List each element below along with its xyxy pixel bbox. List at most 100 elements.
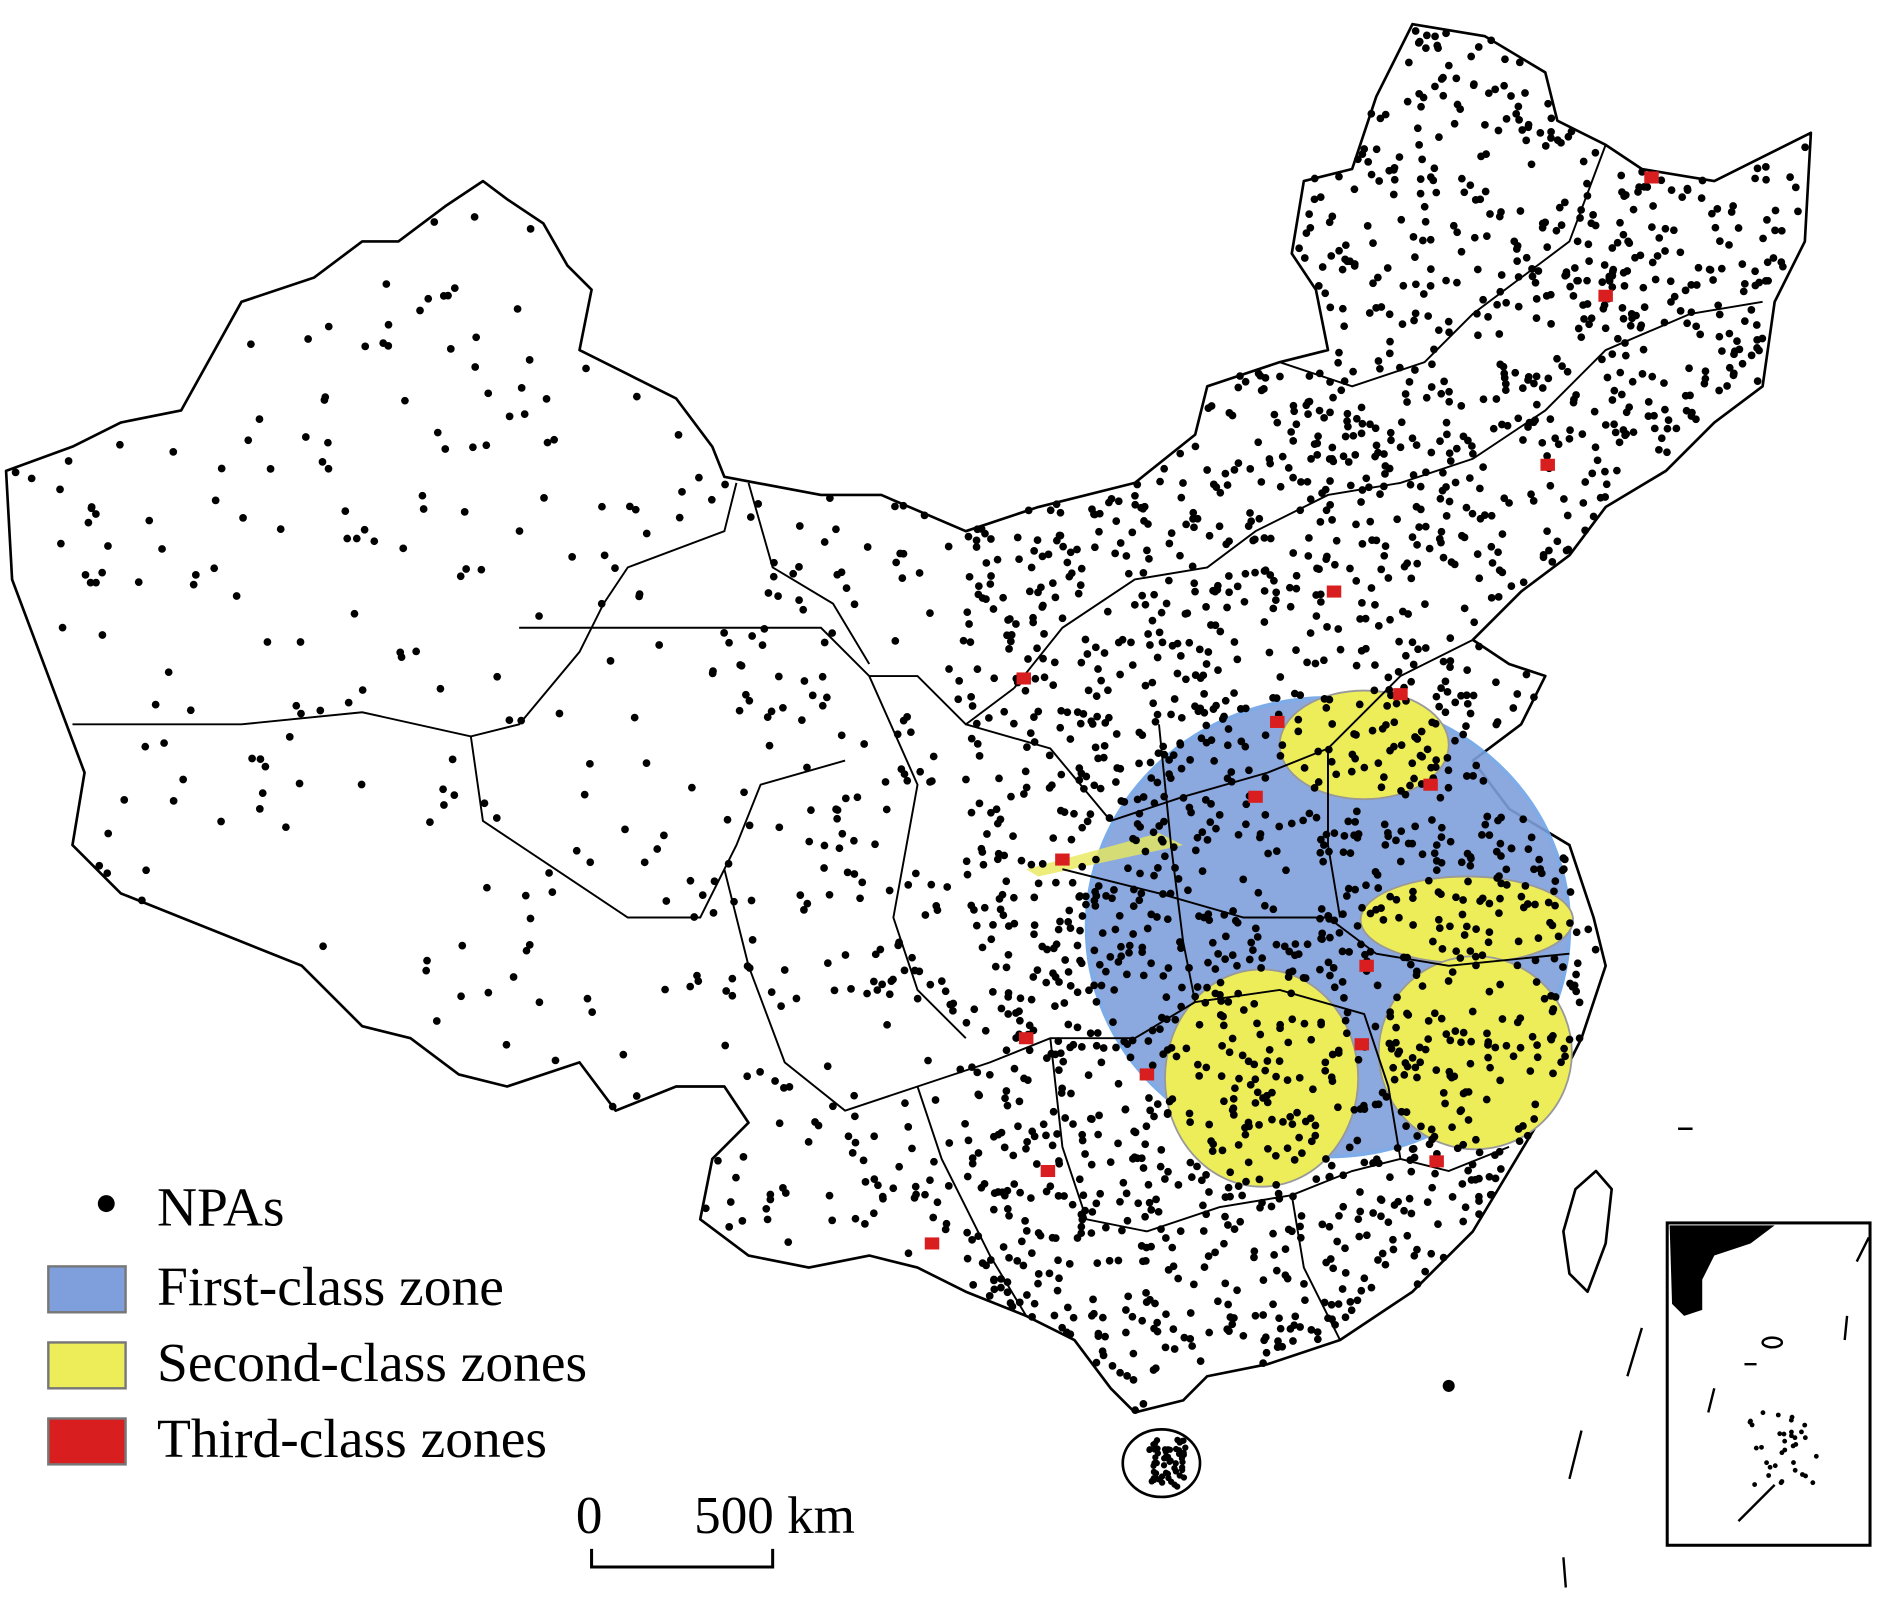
npa-point	[1049, 1107, 1058, 1116]
npa-point	[1474, 331, 1482, 340]
third-class-zone	[1423, 778, 1438, 791]
npa-point	[1464, 877, 1472, 886]
npa-point	[1138, 1316, 1147, 1325]
npa-point	[1439, 91, 1448, 100]
npa-point	[169, 448, 178, 456]
npa-point	[1540, 994, 1549, 1003]
npa-point	[1006, 1299, 1015, 1307]
npa-point	[989, 1132, 998, 1141]
npa-point	[1371, 1022, 1380, 1031]
npa-point	[1239, 1006, 1248, 1014]
npa-point	[551, 1056, 560, 1065]
npa-point	[642, 529, 651, 538]
npa-point	[1367, 170, 1376, 179]
npa-point	[1271, 1151, 1280, 1160]
npa-point	[1610, 420, 1618, 429]
npa-point	[1161, 1175, 1169, 1183]
province-boundary	[1279, 144, 1607, 388]
npa-point	[690, 913, 699, 921]
npa-point	[1412, 280, 1420, 289]
npa-point	[1007, 792, 1015, 801]
npa-point	[1055, 1066, 1063, 1074]
npa-point	[1087, 1115, 1096, 1123]
npa-point	[941, 987, 950, 996]
npa-point	[1667, 298, 1675, 306]
npa-point	[1377, 565, 1386, 574]
npa-point	[1555, 203, 1564, 212]
npa-point	[1584, 240, 1593, 249]
npa-point	[1230, 1225, 1239, 1233]
npa-point	[1601, 467, 1609, 476]
npa-point	[1421, 644, 1430, 652]
npa-point	[1179, 479, 1187, 487]
npa-point	[1591, 221, 1600, 230]
npa-point	[1175, 938, 1184, 946]
third-class-zone	[1429, 1155, 1444, 1168]
npa-point	[1182, 1444, 1189, 1451]
npa-point	[1538, 384, 1547, 392]
npa-point	[1030, 921, 1039, 929]
npa-point	[1405, 1194, 1414, 1203]
npa-point	[1066, 735, 1075, 743]
npa-point	[1395, 1047, 1404, 1056]
npa-point	[1475, 1174, 1483, 1183]
npa-point	[1436, 494, 1445, 503]
npa-point	[1413, 124, 1422, 133]
npa-point	[1355, 1232, 1364, 1241]
npa-point	[1713, 204, 1722, 213]
npa-point	[1482, 232, 1491, 240]
npa-point	[1326, 303, 1335, 312]
npa-point	[1190, 579, 1199, 588]
npa-point	[1164, 1167, 1172, 1176]
npa-point	[1136, 823, 1145, 831]
npa-point	[1326, 501, 1335, 509]
npa-point	[1098, 1347, 1107, 1356]
npa-point	[1234, 989, 1243, 998]
npa-point	[1554, 932, 1563, 941]
npa-point	[640, 858, 649, 867]
npa-point	[1005, 645, 1013, 653]
npa-point	[1291, 1312, 1300, 1321]
npa-point	[769, 572, 778, 581]
npa-point	[861, 1220, 869, 1228]
npa-point	[1129, 1154, 1137, 1163]
npa-point	[1601, 421, 1610, 429]
npa-point	[56, 485, 64, 494]
npa-point	[1156, 477, 1164, 486]
npa-point	[1407, 1167, 1416, 1176]
npa-point	[1078, 1136, 1087, 1145]
npa-point	[995, 774, 1003, 783]
npa-point	[1485, 899, 1494, 908]
npa-point	[1493, 300, 1501, 309]
npa-point	[1468, 1007, 1477, 1016]
npa-point	[1077, 564, 1086, 573]
npa-point	[709, 909, 718, 917]
npa-point	[1146, 641, 1154, 649]
npa-point	[1247, 938, 1256, 947]
npa-point	[1372, 441, 1381, 450]
npa-point	[1196, 1357, 1205, 1366]
npa-point	[795, 522, 804, 530]
npa-point	[505, 716, 514, 724]
npa-point	[1012, 1034, 1021, 1042]
npa-point	[1339, 452, 1348, 461]
npa-point	[1526, 1067, 1535, 1075]
npa-point	[1464, 1166, 1473, 1175]
npa-point	[1474, 43, 1483, 51]
npa-point	[1427, 383, 1436, 391]
npa-point	[1105, 814, 1114, 822]
npa-point	[1547, 320, 1555, 328]
npa-point	[1600, 261, 1609, 269]
npa-point	[1305, 210, 1314, 219]
npa-point	[1157, 608, 1166, 617]
npa-point	[1431, 1169, 1439, 1178]
npa-point	[526, 225, 535, 233]
npa-point	[1650, 411, 1658, 420]
npa-point	[1128, 1312, 1137, 1321]
npa-point	[1139, 1400, 1148, 1408]
npa-point	[1501, 380, 1510, 388]
npa-point	[1340, 832, 1349, 840]
npa-point	[1056, 508, 1065, 517]
npa-point	[1055, 1159, 1064, 1168]
npa-point	[1445, 328, 1453, 337]
